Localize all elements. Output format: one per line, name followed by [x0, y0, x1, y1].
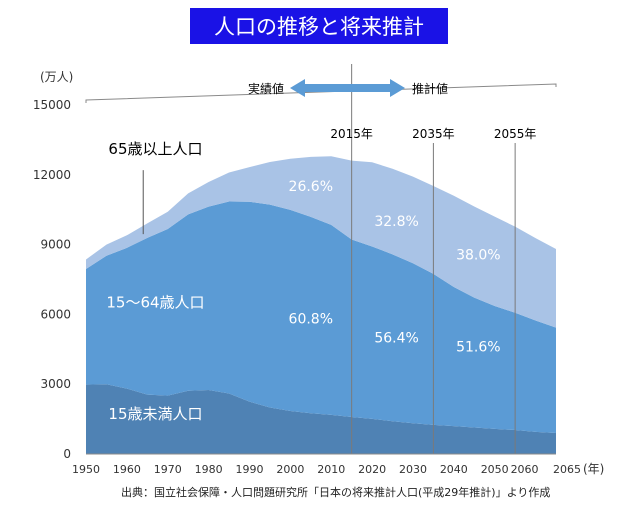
- area-under-15: [86, 384, 556, 454]
- y-tick-label: 12000: [33, 168, 71, 182]
- projection-value-label: 推計値: [412, 81, 448, 96]
- share-percent-label: 32.8%: [374, 214, 418, 230]
- y-tick-label: 6000: [40, 307, 71, 321]
- x-tick-label: 2030: [399, 463, 427, 476]
- share-percent-label: 60.8%: [289, 312, 333, 328]
- x-tick-label: 2010: [317, 463, 345, 476]
- chart-labels: 26.6% 32.8% 38.0% 60.8% 56.4% 51.6% 65歳以上人口 15〜…: [106, 140, 500, 423]
- x-tick-label: 1950: [72, 463, 100, 476]
- chart-title: 人口の推移と将来推計: [190, 8, 448, 44]
- source-note: 出典：国立社会保障・人口問題研究所「日本の将来推計人口(平成29年推計)」より作…: [121, 485, 550, 499]
- year-marker-label: 2035年: [412, 127, 455, 141]
- series-name-label: 65歳以上人口: [108, 140, 202, 158]
- x-tick-label: 2000: [276, 463, 304, 476]
- x-tick-label: 2060: [511, 463, 539, 476]
- timeline-indicator: 実績値 推計値: [85, 79, 557, 103]
- year-marker-label: 2055年: [494, 127, 537, 141]
- x-tick-label: 1970: [154, 463, 182, 476]
- year-marker-label: 2015年: [330, 127, 373, 141]
- x-tick-label: 2065: [553, 463, 581, 476]
- share-percent-label: 26.6%: [289, 179, 333, 195]
- y-axis-unit-label: (万人): [40, 70, 73, 84]
- x-tick-label: 1980: [195, 463, 223, 476]
- x-tick-label: 1990: [235, 463, 263, 476]
- area-65-plus: [86, 156, 556, 328]
- y-tick-label: 0: [63, 447, 71, 461]
- timeline-double-arrow: [290, 79, 405, 97]
- y-tick-label: 15000: [33, 98, 71, 112]
- series-name-label: 15歳未満人口: [108, 405, 202, 423]
- actual-value-label: 実績値: [248, 81, 284, 96]
- x-tick-label: 2020: [358, 463, 386, 476]
- x-tick-label: 2040: [440, 463, 468, 476]
- y-tick-label: 9000: [40, 238, 71, 252]
- series-name-label: 15〜64歳人口: [106, 293, 204, 311]
- axes: 0 3000 6000 9000 12000 15000 1950 1960 1970 1980 1…: [33, 98, 581, 476]
- x-axis-unit-label: (年): [583, 462, 604, 476]
- vertical-marker-lines: 2015年 2035年 2055年: [330, 64, 536, 454]
- area-layer: [86, 156, 556, 454]
- area-15-64: [86, 201, 556, 434]
- x-tick-label: 2050: [481, 463, 509, 476]
- y-tick-label: 3000: [40, 377, 71, 391]
- share-percent-label: 51.6%: [456, 340, 500, 356]
- share-percent-label: 38.0%: [456, 248, 500, 264]
- share-percent-label: 56.4%: [374, 330, 418, 346]
- x-tick-label: 1960: [113, 463, 141, 476]
